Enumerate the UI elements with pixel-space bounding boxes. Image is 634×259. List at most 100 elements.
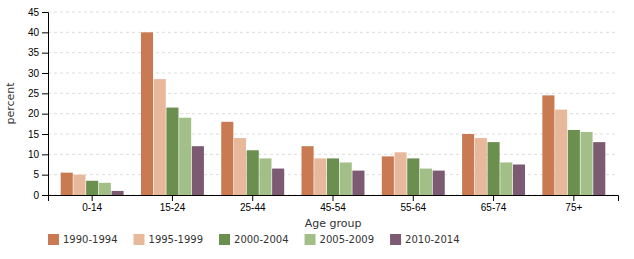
bar xyxy=(192,146,204,195)
tick: 15-24 xyxy=(160,195,186,213)
bar xyxy=(555,110,567,195)
bar xyxy=(593,142,605,195)
tick-mark xyxy=(172,195,173,201)
tick: 45-54 xyxy=(320,195,346,213)
chart: 0510152025303540450-1415-2425-4445-5455-… xyxy=(0,0,634,259)
bar xyxy=(314,158,326,195)
legend-swatch xyxy=(305,234,316,245)
tick-label: 15-24 xyxy=(160,202,186,213)
legend-item: 1990-1994 xyxy=(48,234,118,245)
legend-item: 1995-1999 xyxy=(134,234,204,245)
tick: 45 xyxy=(28,7,48,18)
y-axis-title: percent xyxy=(4,82,17,125)
y-axis: 051015202530354045 xyxy=(28,7,49,201)
bar xyxy=(86,181,98,195)
legend-label: 1995-1999 xyxy=(149,234,204,245)
tick-label: 0 xyxy=(33,190,39,201)
bar xyxy=(259,158,271,195)
bar xyxy=(352,171,364,195)
bar xyxy=(500,162,512,195)
tick-label: 30 xyxy=(28,68,40,79)
bar xyxy=(407,158,419,195)
grid xyxy=(48,12,618,195)
tick-label: 65-74 xyxy=(481,202,507,213)
legend-swatch xyxy=(390,234,401,245)
grid-line xyxy=(48,73,618,74)
tick: 65-74 xyxy=(481,195,507,213)
bar xyxy=(488,142,500,195)
tick: 55-64 xyxy=(400,195,426,213)
tick-mark xyxy=(413,195,414,201)
tick: 25-44 xyxy=(240,195,266,213)
tick-label: 75+ xyxy=(565,202,582,213)
bar xyxy=(141,32,153,195)
legend-item: 2010-2014 xyxy=(390,234,460,245)
bar xyxy=(302,146,314,195)
tick: 35 xyxy=(28,47,48,58)
legend-label: 2005-2009 xyxy=(320,234,375,245)
bar xyxy=(179,118,191,195)
grid-line xyxy=(48,52,618,53)
bar xyxy=(327,158,339,195)
tick-mark xyxy=(42,12,48,13)
legend-swatch xyxy=(48,234,59,245)
tick-mark xyxy=(333,195,334,201)
tick-mark xyxy=(42,93,48,94)
legend-item: 2000-2004 xyxy=(219,234,289,245)
tick-label: 45-54 xyxy=(320,202,346,213)
bar xyxy=(61,173,73,195)
legend-label: 2000-2004 xyxy=(234,234,289,245)
tick-label: 55-64 xyxy=(400,202,426,213)
tick-mark xyxy=(573,195,574,201)
tick-mark xyxy=(42,73,48,74)
bar xyxy=(221,122,233,195)
tick: 30 xyxy=(28,68,48,79)
tick: 75+ xyxy=(565,195,582,213)
bar xyxy=(581,132,593,195)
legend-swatch xyxy=(134,234,145,245)
tick-mark xyxy=(42,32,48,33)
grid-line xyxy=(48,12,618,13)
tick-label: 35 xyxy=(28,47,40,58)
bar xyxy=(340,162,352,195)
tick: 0-14 xyxy=(82,195,102,213)
bar xyxy=(542,95,554,195)
tick-label: 25-44 xyxy=(240,202,266,213)
bar xyxy=(234,138,246,195)
tick-mark xyxy=(42,53,48,54)
grid-line xyxy=(48,93,618,94)
legend-swatch xyxy=(219,234,230,245)
bar xyxy=(382,156,394,195)
tick-label: 40 xyxy=(28,27,40,38)
bar xyxy=(247,150,259,195)
tick-mark xyxy=(42,154,48,155)
tick-label: 20 xyxy=(28,108,40,119)
axis-line xyxy=(49,196,619,202)
grid-line xyxy=(48,113,618,114)
bar xyxy=(272,169,284,195)
legend-item: 2005-2009 xyxy=(305,234,375,245)
grid-line xyxy=(48,154,618,155)
tick-label: 25 xyxy=(28,88,40,99)
tick-label: 15 xyxy=(28,129,40,140)
bar xyxy=(433,171,445,195)
tick-mark xyxy=(42,134,48,135)
tick-label: 5 xyxy=(33,169,39,180)
tick-mark xyxy=(42,195,48,196)
tick-mark xyxy=(42,175,48,176)
tick: 0 xyxy=(33,190,48,201)
tick-mark xyxy=(92,195,93,201)
bars xyxy=(61,32,606,195)
x-axis: 0-14 15-24 25-44 45-54 55-64 65-74 75+ xyxy=(49,195,619,213)
bar xyxy=(73,175,85,195)
bar xyxy=(166,108,178,195)
legend-label: 2010-2014 xyxy=(405,234,460,245)
grid-line xyxy=(48,134,618,135)
bar xyxy=(99,183,111,195)
tick-label: 45 xyxy=(28,7,40,18)
plot: 0510152025303540450-1415-2425-4445-5455-… xyxy=(4,7,619,230)
bar xyxy=(513,165,525,196)
bar xyxy=(462,134,474,195)
bar xyxy=(154,79,166,195)
tick: 40 xyxy=(28,27,48,38)
